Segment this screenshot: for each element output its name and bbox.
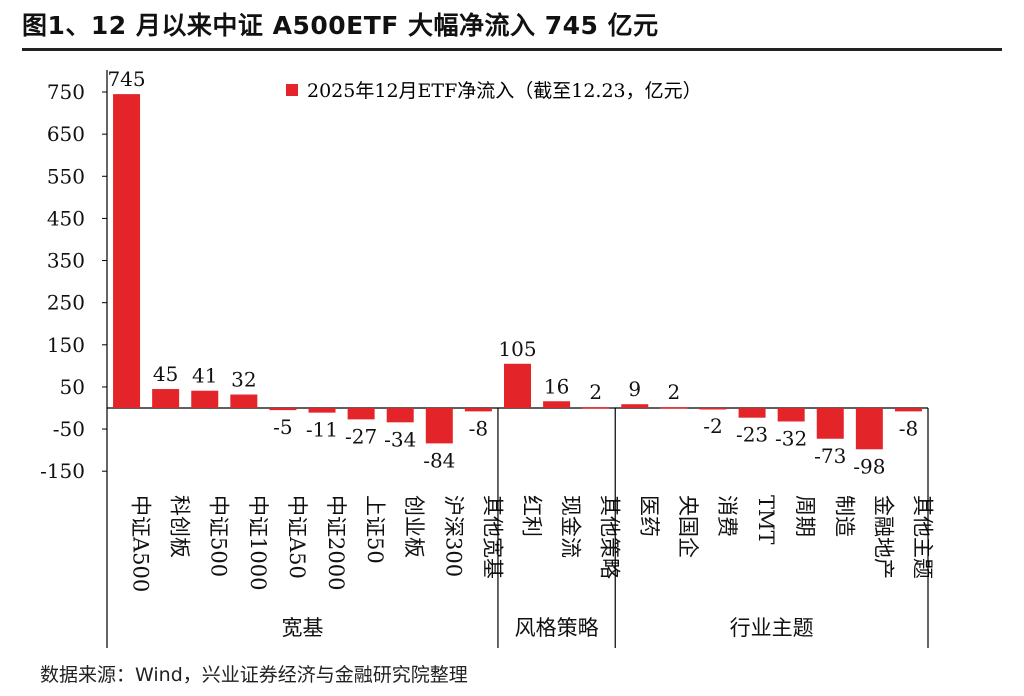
bar [425,408,453,444]
category-label: 中证2000 [324,495,348,590]
category-label: 创业板 [402,495,426,558]
bar [660,407,688,409]
y-tick-label: 50 [60,375,85,399]
group-label: 风格策略 [515,616,599,640]
category-labels: 中证A500 科创板 中证500 中证1000 中证A50 中证2000 上证50 创业板 沪深… [129,495,935,592]
data-label: -11 [306,418,338,442]
bar [504,363,531,408]
data-label: 41 [192,364,217,388]
group-label: 行业主题 [730,616,814,640]
legend-label: 2025年12月ETF净流入（截至12.23，亿元） [307,80,702,102]
category-label: 消费 [715,495,739,537]
category-label: 周期 [793,495,817,537]
bar [777,408,805,422]
y-tick-label: 150 [47,333,85,357]
bar [582,407,610,409]
category-label: 科创板 [168,495,192,558]
data-label: -27 [345,424,377,448]
data-label: 2 [668,380,681,404]
y-tick-label: 550 [47,164,85,188]
legend-swatch [286,84,298,96]
category-label: 中证500 [207,495,231,577]
bar [113,94,141,408]
y-tick-label: 650 [47,122,85,146]
y-tick-label: 450 [47,206,85,230]
bar [621,404,649,408]
bar [464,408,492,412]
data-label: 2 [589,380,602,404]
category-label: 央国企 [676,495,700,558]
data-label: 745 [107,67,145,91]
y-tick-label: -150 [40,459,85,483]
data-label: -34 [384,427,416,451]
bar [855,408,883,450]
data-label: -23 [736,423,768,447]
data-label: -8 [469,416,488,440]
category-label: 沪深300 [441,495,465,577]
data-label: -2 [703,414,722,438]
data-label: 32 [231,368,256,392]
category-label: 上证50 [363,495,387,564]
bars [113,94,922,450]
category-label: 红利 [520,495,544,537]
bar [230,394,258,408]
category-label: 其他宽基 [480,495,504,579]
category-label: 金融地产 [871,495,895,579]
bar [386,408,414,423]
data-label: -32 [775,426,807,450]
data-label: 45 [153,362,178,386]
data-label: -73 [814,444,846,468]
y-tick-label: 250 [47,291,85,315]
y-tick-label: 750 [47,80,85,104]
data-label: 16 [544,374,569,398]
data-label: 9 [628,377,641,401]
legend: 2025年12月ETF净流入（截至12.23，亿元） [286,80,702,102]
bar [269,408,297,411]
data-label: -5 [273,415,292,439]
bar-chart: 750 650 550 450 350 250 150 50 -50 -150 745 45 41 32… [40,67,935,648]
category-label: 中证1000 [246,495,270,590]
bar [347,408,375,420]
data-label: -98 [853,454,885,478]
bar [894,408,922,412]
category-label: 医药 [637,495,661,537]
bar [543,401,571,408]
category-label: 现金流 [559,495,583,558]
y-tick-label: 350 [47,249,85,273]
bar [738,408,766,418]
category-label: 其他策略 [598,495,622,579]
data-label: 105 [498,337,536,361]
category-label: TMT [754,495,778,545]
category-label: 中证A50 [285,495,309,579]
category-label: 制造 [832,495,856,537]
category-label: 中证A500 [129,495,153,592]
group-label: 宽基 [281,616,323,640]
bar [152,389,180,408]
bar [191,390,219,408]
bar [699,408,727,410]
source-note: 数据来源：Wind，兴业证券经济与金融研究院整理 [40,664,468,686]
y-axis-ticks: 750 650 550 450 350 250 150 50 -50 -150 [40,80,107,483]
chart-title: 图1、12 月以来中证 A500ETF 大幅净流入 745 亿元 [22,11,659,40]
data-label: -84 [423,448,455,472]
group-labels: 宽基 风格策略 行业主题 [281,408,929,648]
data-label: -8 [899,416,918,440]
title-divider [22,48,1002,51]
category-label: 其他主题 [910,495,934,579]
bar [816,408,844,439]
bar [308,408,336,413]
data-labels: 745 45 41 32 -5 -11 -27 -34 -84 -8 105 16 2 9 2 -2 -23 -3… [107,67,918,478]
y-tick-label: -50 [53,417,85,441]
